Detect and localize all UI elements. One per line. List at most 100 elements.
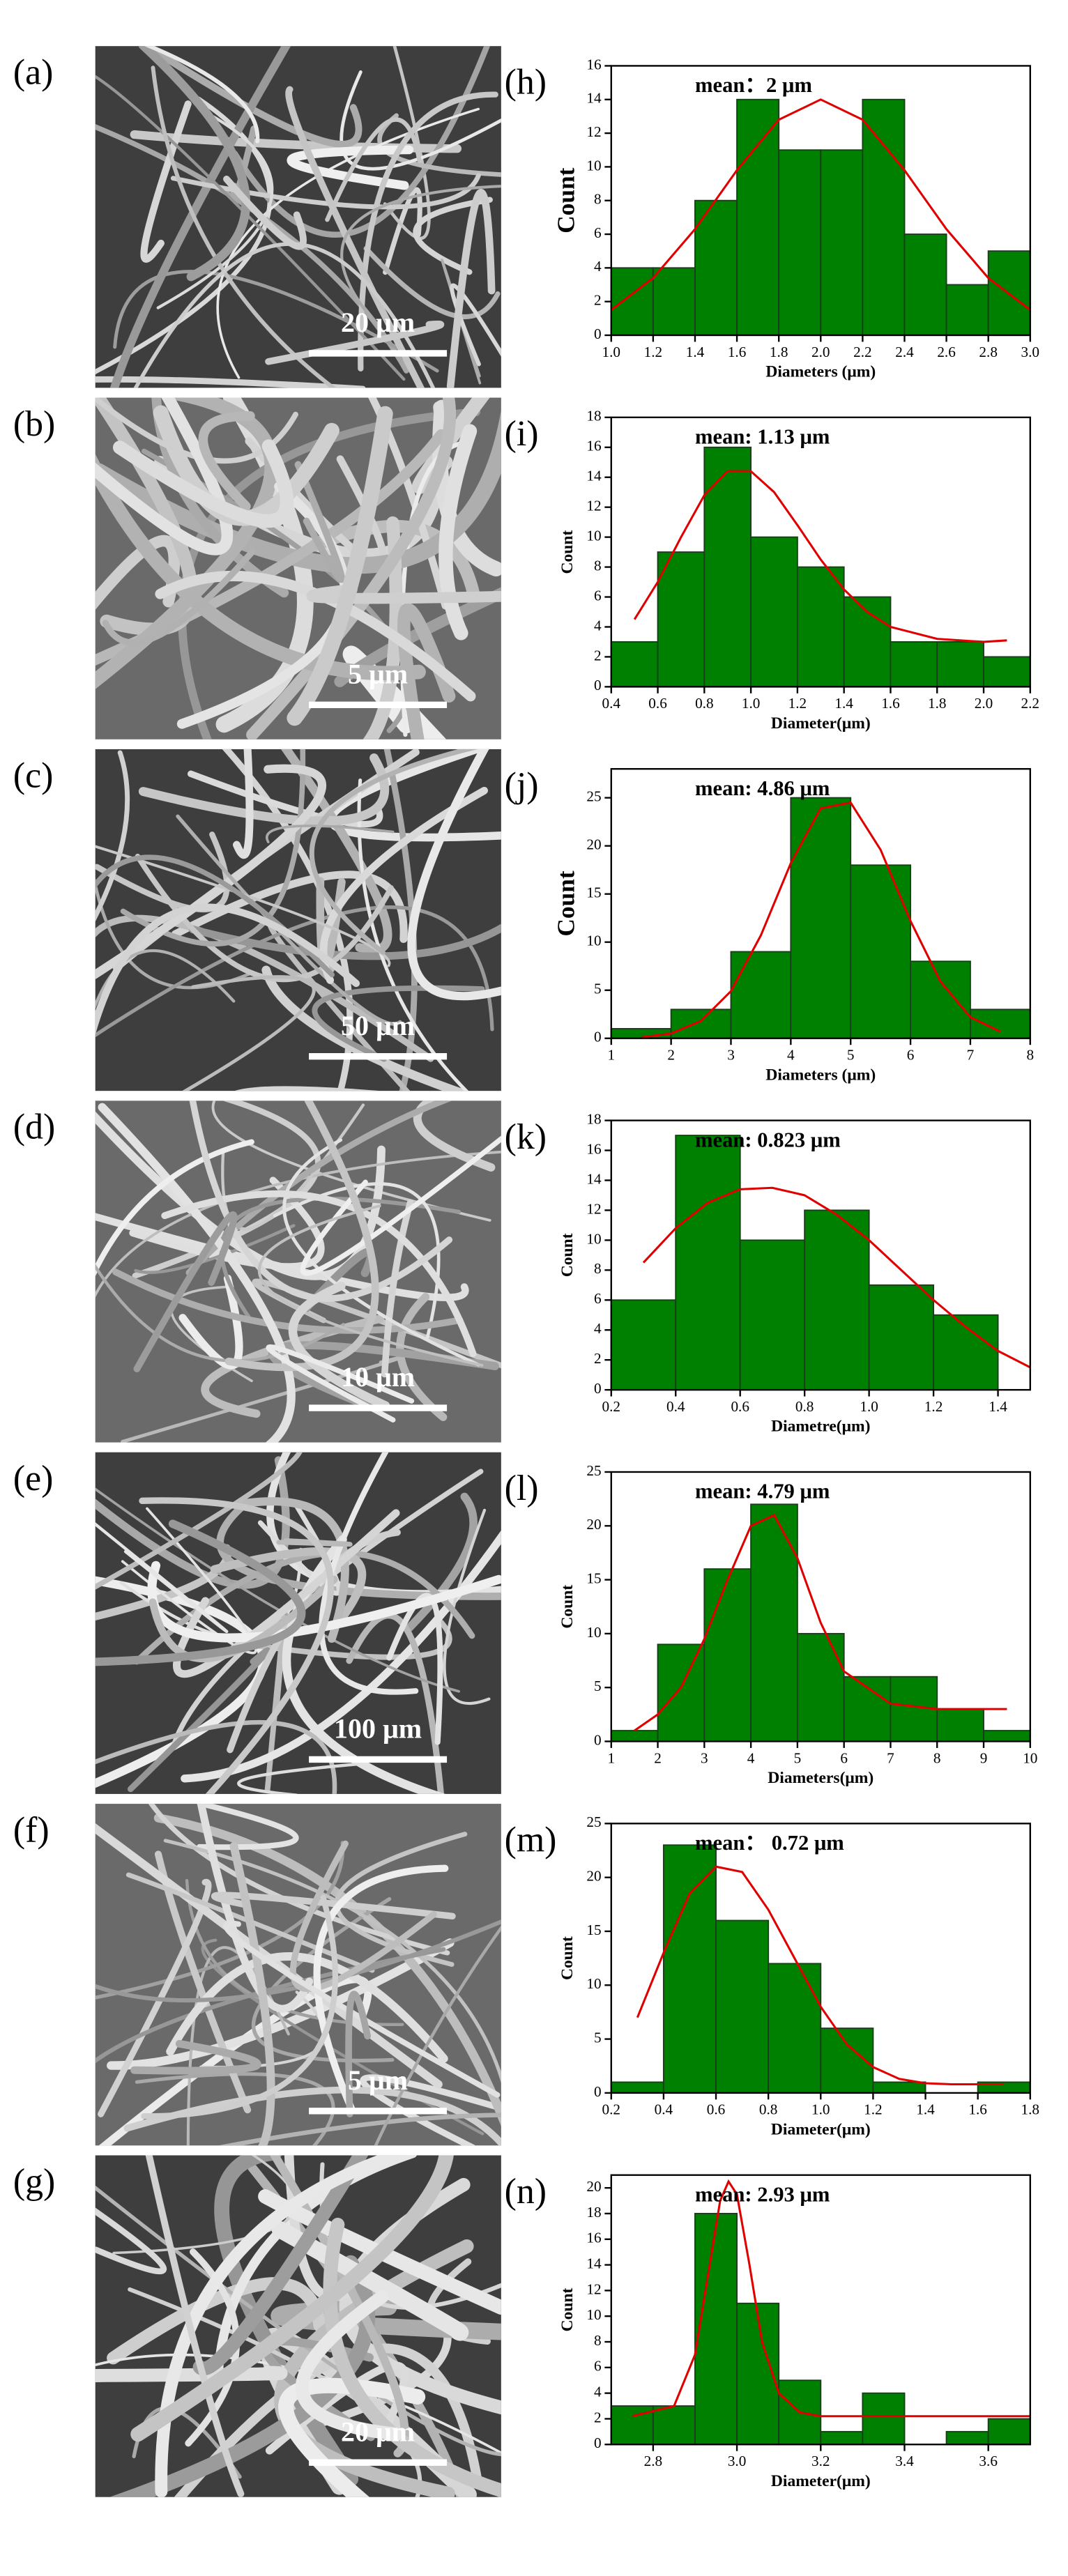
- fiber: [130, 2039, 261, 2075]
- fiber: [125, 1872, 375, 1973]
- plot-frame: [610, 65, 1031, 337]
- x-tick-label: 1.2: [924, 1398, 943, 1415]
- fiber: [312, 985, 485, 1062]
- panel-label: (b): [13, 404, 55, 444]
- x-tick-label: 0.6: [648, 695, 667, 712]
- fiber: [216, 107, 480, 379]
- scale-bar-label: 10 μm: [341, 1361, 415, 1393]
- panel-label: (h): [505, 63, 547, 102]
- scale-bar-label: 5 μm: [348, 2064, 408, 2096]
- bar: [983, 656, 1031, 688]
- x-tick-label: 2.4: [895, 344, 914, 360]
- bar: [945, 284, 989, 336]
- sem-image: 5 μm: [95, 397, 501, 739]
- bar: [694, 2213, 738, 2446]
- fiber: [223, 1920, 501, 2098]
- y-tick-label: 5: [594, 1678, 602, 1694]
- x-tick-label: 1.8: [928, 695, 947, 712]
- fiber: [309, 749, 478, 955]
- fiber: [211, 1892, 456, 1920]
- y-tick-label: 20: [586, 1868, 601, 1885]
- fiber: [155, 571, 476, 702]
- x-tick-label: 3.4: [895, 2453, 914, 2469]
- y-tick-label: 6: [594, 224, 602, 241]
- bar: [675, 1135, 741, 1391]
- sem-image: 50 μm: [95, 749, 501, 1091]
- y-tick-label: 14: [586, 1170, 602, 1187]
- bar: [730, 951, 792, 1039]
- x-tick-label: 3.2: [811, 2453, 830, 2469]
- bar: [850, 864, 912, 1039]
- fiber: [240, 1497, 349, 1643]
- y-tick-label: 10: [586, 2306, 601, 2323]
- x-tick-label: 0.6: [731, 1398, 749, 1415]
- y-tick-label: 6: [594, 2358, 602, 2375]
- fiber: [345, 1991, 372, 2117]
- fiber: [266, 825, 395, 843]
- bar: [820, 2430, 864, 2446]
- sem-image: 20 μm: [95, 46, 501, 388]
- y-tick-label: 10: [586, 933, 601, 949]
- bar: [936, 641, 984, 688]
- panel-label: (c): [13, 756, 54, 795]
- plot-frame: [610, 1823, 1031, 2094]
- x-axis-label: Diametre(μm): [771, 1418, 870, 1436]
- x-tick-label: 1.8: [1021, 2101, 1040, 2118]
- fiber: [138, 46, 251, 282]
- y-tick-label: 10: [586, 157, 601, 174]
- y-tick-label: 20: [586, 836, 601, 853]
- y-tick-label: 15: [586, 1570, 601, 1586]
- bar: [987, 250, 1031, 336]
- x-tick-label: 2.0: [975, 695, 993, 712]
- sem-image: 100 μm: [95, 1452, 501, 1794]
- panel-label: (e): [13, 1459, 54, 1498]
- fiber: [287, 406, 393, 726]
- x-tick-label: 1.0: [602, 344, 621, 360]
- fiber: [383, 46, 431, 240]
- fiber: [141, 1894, 339, 2119]
- x-tick-label: 8: [933, 1749, 941, 1766]
- y-axis-label: Count: [558, 530, 577, 574]
- fiber: [95, 1919, 501, 2003]
- y-tick-label: 0: [594, 677, 602, 693]
- fiber: [95, 1519, 306, 1666]
- x-tick-label: 9: [980, 1749, 988, 1766]
- bar: [750, 1503, 798, 1742]
- fiber: [121, 1507, 257, 1655]
- fiber: [438, 424, 478, 641]
- fiber: [288, 1281, 390, 1410]
- bar: [804, 1209, 870, 1391]
- bar: [987, 2418, 1031, 2446]
- x-tick-label: 0.8: [759, 2101, 778, 2118]
- scale-bar-label: 100 μm: [334, 1713, 422, 1745]
- y-tick-label: 12: [586, 498, 601, 514]
- bar: [910, 960, 971, 1039]
- y-tick-label: 18: [586, 408, 601, 424]
- y-tick-label: 16: [586, 56, 601, 72]
- panel-label: (f): [13, 1810, 49, 1850]
- fiber: [258, 2188, 501, 2315]
- fiber: [266, 1344, 415, 1423]
- fiber: [139, 1497, 335, 1794]
- bar: [936, 1708, 984, 1742]
- x-tick-label: 0.8: [695, 695, 714, 712]
- fiber: [363, 246, 501, 320]
- x-tick-label: 0.4: [655, 2101, 673, 2118]
- fibers: [95, 46, 501, 388]
- bar: [703, 1568, 752, 1742]
- fiber: [313, 1864, 449, 2112]
- x-tick-label: 10: [1023, 1749, 1037, 1766]
- bar: [652, 2405, 696, 2446]
- fiber: [95, 949, 236, 1009]
- fiber: [95, 1150, 501, 1298]
- fit-curve: [610, 98, 1031, 311]
- fiber: [173, 1509, 400, 1678]
- bar: [843, 596, 892, 688]
- fiber: [397, 603, 456, 739]
- bar: [862, 98, 906, 336]
- fiber: [135, 2072, 335, 2146]
- fiber: [261, 965, 469, 1091]
- x-tick-label: 8: [1026, 1047, 1034, 1064]
- y-tick-label: 4: [594, 1320, 602, 1337]
